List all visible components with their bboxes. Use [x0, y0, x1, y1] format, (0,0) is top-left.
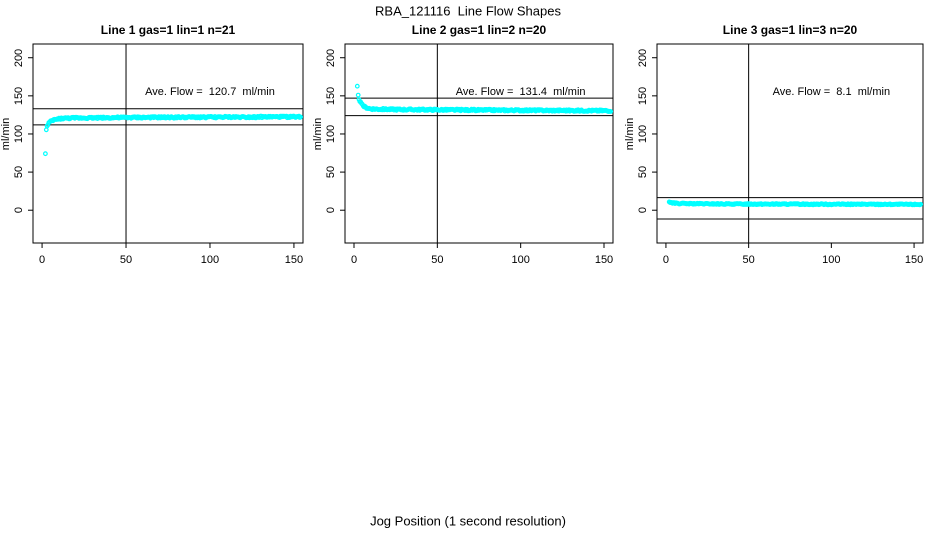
data-points — [666, 199, 924, 208]
x-tick-label: 0 — [662, 254, 669, 266]
y-tick-label: 50 — [13, 165, 25, 179]
y-tick-label: 200 — [13, 48, 25, 67]
y-axis-label: ml/min — [312, 117, 324, 151]
figure-title: RBA_121116 Line Flow Shapes — [375, 3, 561, 19]
data-point — [298, 114, 304, 120]
x-tick-label: 50 — [119, 254, 133, 266]
y-tick-label: 100 — [13, 124, 25, 144]
ave-flow-annotation: Ave. Flow = 131.4 ml/min — [455, 86, 586, 99]
y-axis-label: ml/min — [624, 117, 636, 151]
data-point — [918, 201, 924, 207]
x-tick-label: 100 — [511, 254, 530, 266]
x-tick-label: 150 — [284, 254, 304, 266]
y-tick-label: 0 — [325, 207, 337, 214]
x-tick-label: 150 — [904, 254, 924, 266]
x-tick-label: 100 — [200, 254, 220, 266]
plot-box — [32, 43, 304, 244]
data-point — [43, 151, 48, 157]
y-tick-label: 150 — [325, 86, 337, 106]
y-axis-label: ml/min — [0, 117, 12, 151]
plot-box — [656, 43, 924, 244]
data-point — [355, 92, 361, 98]
panel-title: Line 3 gas=1 lin=3 n=20 — [722, 23, 858, 37]
figure-xlabel: Jog Position (1 second resolution) — [370, 513, 566, 529]
panel-title: Line 2 gas=1 lin=2 n=20 — [411, 23, 547, 37]
data-point — [608, 109, 614, 114]
panel-2 — [340, 43, 614, 248]
panel-title: Line 1 gas=1 lin=1 n=21 — [100, 23, 236, 37]
x-tick-label: 50 — [431, 254, 444, 266]
x-tick-label: 0 — [350, 254, 358, 266]
ave-flow-annotation: Ave. Flow = 8.1 ml/min — [772, 86, 891, 99]
y-tick-label: 0 — [13, 207, 25, 214]
data-points — [43, 113, 304, 157]
plot-box — [344, 43, 614, 244]
y-tick-label: 50 — [325, 165, 337, 179]
y-tick-label: 100 — [637, 124, 649, 144]
x-tick-label: 0 — [39, 254, 46, 266]
data-points — [354, 83, 614, 114]
y-tick-label: 150 — [13, 86, 25, 106]
panel-3 — [652, 43, 924, 248]
panel-1 — [28, 43, 304, 248]
y-tick-label: 50 — [637, 165, 649, 179]
y-tick-label: 0 — [637, 207, 649, 214]
x-tick-label: 150 — [594, 254, 614, 266]
data-point — [43, 127, 49, 133]
x-tick-label: 50 — [742, 254, 755, 266]
x-tick-label: 100 — [822, 254, 841, 266]
y-tick-label: 150 — [637, 86, 649, 106]
ave-flow-annotation: Ave. Flow = 120.7 ml/min — [145, 86, 275, 99]
y-tick-label: 100 — [325, 124, 337, 144]
y-tick-label: 200 — [637, 48, 649, 67]
y-tick-label: 200 — [325, 48, 337, 67]
data-point — [354, 83, 360, 89]
